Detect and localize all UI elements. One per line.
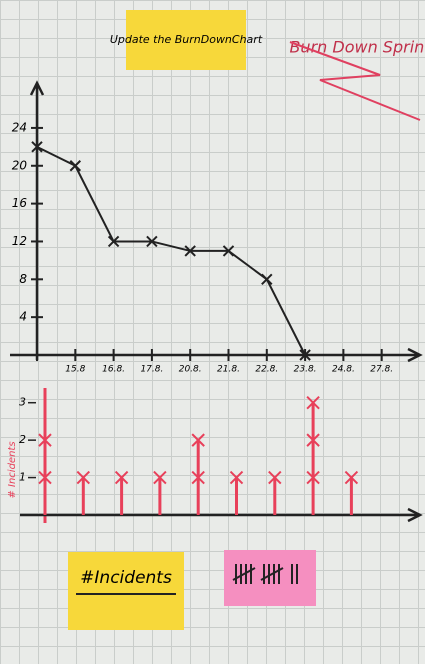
x-marker <box>262 274 272 284</box>
y-tick-label: 4 <box>19 310 27 324</box>
x-tick-label: 24.8. <box>332 365 355 375</box>
x-axis <box>10 349 420 361</box>
x-tick-label: 22.8. <box>255 365 278 375</box>
y-tick-label: 16 <box>12 196 28 210</box>
y-tick-label: 1 <box>19 471 26 484</box>
note-text: Update the BurnDownChart <box>110 33 263 46</box>
x-tick-label: 21.8. <box>217 365 240 375</box>
sticky-note <box>68 552 184 630</box>
x-tick-label: 15.8 <box>65 365 85 375</box>
y-tick-label: 8 <box>19 272 27 286</box>
y-tick-label: 20 <box>12 158 28 172</box>
x-tick-label: 20.8. <box>179 365 202 375</box>
x-tick-label: 17.8. <box>140 365 163 375</box>
y-tick-label: 2 <box>19 433 26 446</box>
x-axis <box>20 509 420 521</box>
x-marker <box>70 161 80 171</box>
x-tick-label: 16.8. <box>102 365 125 375</box>
y-tick-label: 24 <box>12 120 27 134</box>
chart-title: Burn Down Sprint <box>289 38 425 57</box>
note-text: #Incidents <box>80 568 172 588</box>
x-tick-label: 23.8. <box>294 365 317 375</box>
y-tick-label: 12 <box>12 234 27 248</box>
burndown-line <box>37 147 305 355</box>
x-tick-label: 27.8. <box>370 365 393 375</box>
y-axis <box>31 83 43 360</box>
y-tick-label: 3 <box>19 396 26 409</box>
chart: Update the BurnDownChart Burn Down Sprin… <box>0 0 425 664</box>
y-axis-label: # Incidents <box>7 441 18 498</box>
